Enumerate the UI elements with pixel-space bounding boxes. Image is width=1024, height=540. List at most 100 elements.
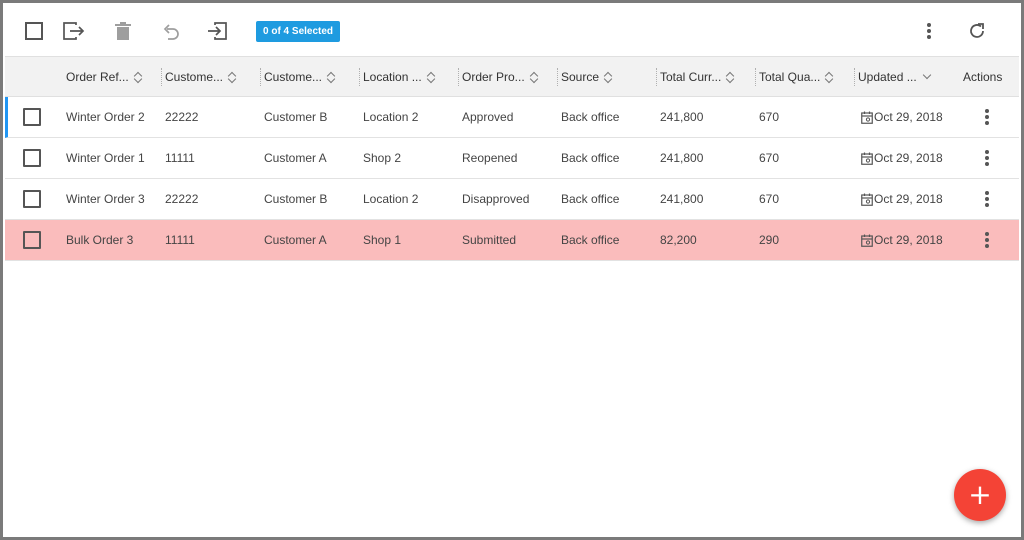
dot [985, 156, 989, 160]
column-separator[interactable] [854, 68, 855, 86]
refresh-icon[interactable] [965, 19, 989, 43]
orders-grid-panel: 0 of 4 Selected Order Ref... Custome... … [5, 5, 1019, 535]
column-separator[interactable] [260, 68, 261, 86]
updated-date-text: Oct 29, 2018 [874, 233, 943, 247]
date-wrapper: Oct 29, 2018 [861, 151, 943, 165]
column-label: Location ... [363, 70, 422, 84]
cell-updated: Oct 29, 2018 [861, 220, 943, 260]
sort-icon[interactable] [134, 71, 141, 83]
cell-total-quantity: 670 [759, 110, 780, 124]
cell-source: Back office [561, 151, 620, 165]
cell-order-process: Reopened [462, 151, 518, 165]
row-actions-menu-icon[interactable] [985, 150, 989, 166]
sort-icon[interactable] [825, 71, 832, 83]
cell-order-process: Submitted [462, 233, 517, 247]
cell-location: Shop 1 [363, 233, 402, 247]
cell-customer-name: Customer B [264, 192, 328, 206]
cell-order-ref: Winter Order 1 [66, 151, 145, 165]
sort-icon[interactable] [427, 71, 434, 83]
table-row[interactable]: Winter Order 1 11111 Customer A Shop 2 Reope… [5, 138, 1019, 179]
import-icon[interactable] [205, 19, 229, 43]
cell-order-process: Disapproved [462, 192, 530, 206]
calendar-icon [861, 234, 873, 247]
table-row[interactable]: Winter Order 2 22222 Customer B Location 2 A… [5, 97, 1019, 138]
cell-order-process: Approved [462, 110, 514, 124]
column-header-source[interactable]: Source [557, 57, 611, 97]
selection-count-badge: 0 of 4 Selected [256, 21, 341, 42]
table-body: Winter Order 2 22222 Customer B Location 2 A… [5, 97, 1019, 261]
column-header-order-process[interactable]: Order Pro... [458, 57, 537, 97]
column-label: Custome... [264, 70, 323, 84]
updated-date-text: Oct 29, 2018 [874, 110, 943, 124]
cell-total-currency: 241,800 [660, 110, 704, 124]
cell-order-ref: Bulk Order 3 [66, 233, 134, 247]
row-checkbox[interactable] [23, 108, 41, 126]
column-separator[interactable] [359, 68, 360, 86]
cell-order-ref: Winter Order 2 [66, 110, 145, 124]
sort-icon[interactable] [228, 71, 235, 83]
dot [985, 232, 989, 236]
column-separator[interactable] [656, 68, 657, 86]
dot [985, 162, 989, 166]
column-label: Order Ref... [66, 70, 129, 84]
cell-updated: Oct 29, 2018 [861, 179, 943, 219]
cell-customer-name: Customer A [264, 233, 327, 247]
row-actions-menu-icon[interactable] [985, 191, 989, 207]
dot [985, 197, 989, 201]
sort-desc-icon[interactable] [922, 70, 931, 80]
column-header-customer-id[interactable]: Custome... [161, 57, 235, 97]
column-header-total-currency[interactable]: Total Curr... [656, 57, 733, 97]
cell-total-quantity: 290 [759, 233, 780, 247]
dot [985, 244, 989, 248]
column-header-location[interactable]: Location ... [359, 57, 434, 97]
cell-customer-name: Customer B [264, 110, 328, 124]
column-header-total-quantity[interactable]: Total Qua... [755, 57, 832, 97]
export-icon[interactable] [62, 19, 86, 43]
date-wrapper: Oct 29, 2018 [861, 233, 943, 247]
table-row[interactable]: Bulk Order 3 11111 Customer A Shop 1 Submitt… [5, 220, 1019, 261]
cell-total-currency: 82,200 [660, 233, 697, 247]
date-wrapper: Oct 29, 2018 [861, 192, 943, 206]
column-separator[interactable] [755, 68, 756, 86]
row-checkbox[interactable] [23, 231, 41, 249]
more-vert-icon[interactable] [917, 19, 941, 43]
column-separator[interactable] [557, 68, 558, 86]
calendar-icon [861, 152, 873, 165]
dot [985, 115, 989, 119]
select-all-checkbox[interactable] [22, 19, 46, 43]
undo-icon[interactable] [159, 19, 183, 43]
cell-source: Back office [561, 110, 620, 124]
cell-customer-id: 22222 [165, 192, 199, 206]
calendar-icon [861, 111, 873, 124]
column-label: Total Curr... [660, 70, 722, 84]
column-label: Custome... [165, 70, 224, 84]
updated-date-text: Oct 29, 2018 [874, 151, 943, 165]
column-header-order-ref[interactable]: Order Ref... [66, 57, 141, 97]
column-header-actions: Actions [963, 57, 1002, 97]
table-row[interactable]: Winter Order 3 22222 Customer B Location 2 D… [5, 179, 1019, 220]
row-actions-menu-icon[interactable] [985, 109, 989, 125]
grid-toolbar: 0 of 4 Selected [5, 5, 1019, 56]
cell-updated: Oct 29, 2018 [861, 97, 943, 137]
sort-icon[interactable] [604, 71, 611, 83]
column-header-customer-name[interactable]: Custome... [260, 57, 334, 97]
sort-icon[interactable] [530, 71, 537, 83]
cell-total-quantity: 670 [759, 192, 780, 206]
add-icon: + [968, 478, 992, 511]
sort-icon[interactable] [726, 71, 733, 83]
column-separator[interactable] [161, 68, 162, 86]
cell-location: Location 2 [363, 192, 419, 206]
calendar-icon [861, 193, 873, 206]
column-label: Order Pro... [462, 70, 525, 84]
column-separator[interactable] [458, 68, 459, 86]
row-actions-menu-icon[interactable] [985, 232, 989, 248]
row-checkbox[interactable] [23, 190, 41, 208]
column-label: Updated ... [858, 70, 917, 84]
column-header-updated[interactable]: Updated ... [854, 57, 931, 97]
add-button[interactable]: + [954, 469, 1006, 521]
row-checkbox[interactable] [23, 149, 41, 167]
dot [985, 191, 989, 195]
sort-icon[interactable] [327, 71, 334, 83]
cell-customer-id: 22222 [165, 110, 199, 124]
trash-icon[interactable] [111, 19, 135, 43]
